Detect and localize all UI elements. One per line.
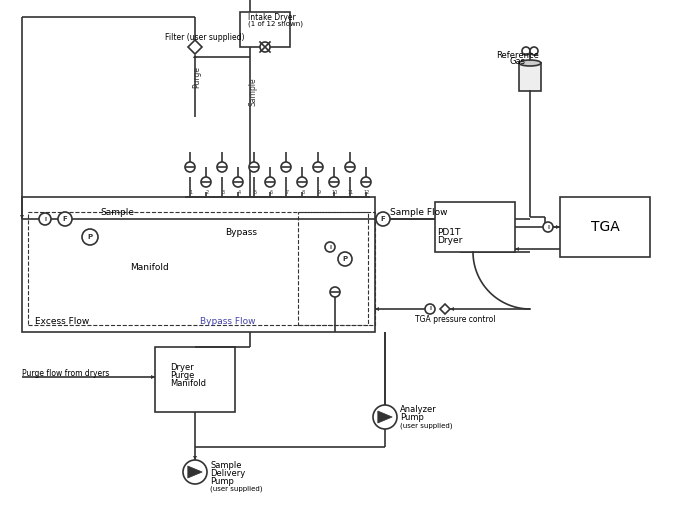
Polygon shape	[188, 466, 202, 478]
Text: 4: 4	[237, 190, 241, 195]
Circle shape	[313, 162, 323, 172]
Bar	[560, 197, 650, 257]
Text: Sample: Sample	[210, 460, 241, 469]
Circle shape	[530, 47, 538, 55]
Circle shape	[249, 162, 259, 172]
Circle shape	[39, 213, 51, 225]
Text: Reference: Reference	[496, 51, 540, 59]
Text: Manifold: Manifold	[130, 263, 169, 272]
Text: Purge: Purge	[170, 371, 195, 380]
Text: 10: 10	[332, 190, 338, 195]
Text: I: I	[429, 307, 431, 311]
Text: Pump: Pump	[400, 414, 424, 422]
Polygon shape	[188, 40, 202, 54]
Polygon shape	[440, 304, 450, 314]
Text: 2: 2	[205, 190, 209, 195]
Text: Pump: Pump	[210, 477, 234, 486]
Text: Sample: Sample	[100, 207, 134, 216]
Circle shape	[425, 304, 435, 314]
Circle shape	[373, 405, 397, 429]
Circle shape	[58, 212, 72, 226]
Bar	[22, 197, 375, 332]
Circle shape	[281, 162, 291, 172]
Text: Filter (user supplied): Filter (user supplied)	[165, 32, 245, 42]
Polygon shape	[193, 456, 197, 460]
Text: 5: 5	[254, 190, 256, 195]
Text: P: P	[87, 234, 93, 240]
Ellipse shape	[519, 60, 541, 66]
Circle shape	[82, 229, 98, 245]
Circle shape	[185, 162, 195, 172]
Text: I: I	[44, 216, 46, 222]
Text: Purge flow from dryers: Purge flow from dryers	[22, 370, 109, 379]
Text: TGA pressure control: TGA pressure control	[415, 314, 496, 323]
Text: Bypass Flow: Bypass Flow	[200, 317, 256, 327]
Text: Dryer: Dryer	[437, 235, 462, 244]
Polygon shape	[450, 307, 454, 311]
Text: 3: 3	[222, 190, 224, 195]
Polygon shape	[556, 225, 560, 229]
Text: Manifold: Manifold	[170, 379, 206, 387]
Bar	[240, 12, 290, 47]
Circle shape	[183, 460, 207, 484]
Text: I: I	[329, 244, 331, 249]
Text: Intake Dryer: Intake Dryer	[248, 13, 296, 21]
Circle shape	[217, 162, 227, 172]
Bar	[28, 212, 368, 325]
Circle shape	[233, 177, 243, 187]
Text: (user supplied): (user supplied)	[400, 423, 452, 429]
Text: Excess Flow: Excess Flow	[35, 317, 89, 327]
Circle shape	[260, 42, 270, 52]
Text: TGA: TGA	[591, 220, 620, 234]
Text: F: F	[380, 216, 385, 222]
Polygon shape	[193, 54, 197, 58]
Text: (user supplied): (user supplied)	[210, 486, 262, 492]
Circle shape	[522, 47, 530, 55]
Polygon shape	[20, 215, 24, 219]
Circle shape	[338, 252, 352, 266]
Circle shape	[543, 222, 553, 232]
Text: I: I	[547, 225, 549, 230]
Text: 12: 12	[364, 190, 370, 195]
Circle shape	[376, 212, 390, 226]
Circle shape	[330, 287, 340, 297]
Text: Analyzer: Analyzer	[400, 406, 437, 415]
Circle shape	[201, 177, 211, 187]
Text: Gas: Gas	[510, 56, 526, 65]
Circle shape	[297, 177, 307, 187]
Bar	[298, 212, 375, 325]
Circle shape	[265, 177, 275, 187]
Text: Purge: Purge	[193, 66, 201, 88]
Circle shape	[345, 162, 355, 172]
Text: 9: 9	[317, 190, 321, 195]
Text: PD1T: PD1T	[437, 228, 460, 236]
Circle shape	[329, 177, 339, 187]
Bar	[519, 63, 541, 91]
Text: 11: 11	[348, 190, 354, 195]
Text: Sample Flow: Sample Flow	[390, 207, 447, 216]
Text: Sample: Sample	[249, 78, 258, 106]
Circle shape	[325, 242, 335, 252]
Polygon shape	[515, 247, 519, 251]
Text: 1: 1	[189, 190, 193, 195]
Text: F: F	[62, 216, 67, 222]
Circle shape	[361, 177, 371, 187]
Text: Delivery: Delivery	[210, 468, 245, 478]
Text: 6: 6	[269, 190, 273, 195]
Bar	[155, 347, 235, 412]
Bar	[435, 202, 515, 252]
Polygon shape	[375, 307, 379, 311]
Polygon shape	[378, 411, 392, 423]
Text: Bypass: Bypass	[225, 228, 257, 236]
Polygon shape	[151, 375, 155, 379]
Text: 7: 7	[285, 190, 289, 195]
Text: 8: 8	[302, 190, 304, 195]
Text: P: P	[342, 256, 348, 262]
Text: (1 of 12 shown): (1 of 12 shown)	[248, 21, 303, 27]
Text: Dryer: Dryer	[170, 363, 194, 372]
